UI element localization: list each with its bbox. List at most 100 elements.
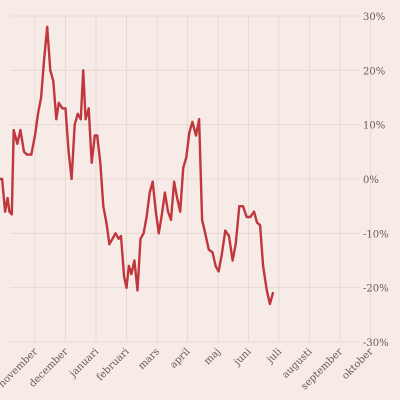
data-point — [201, 218, 204, 221]
data-point — [198, 118, 201, 121]
data-point — [245, 215, 248, 219]
data-point — [84, 118, 87, 121]
data-point — [111, 237, 114, 240]
data-point — [82, 69, 85, 72]
data-point — [26, 153, 29, 156]
data-point — [204, 232, 207, 235]
data-point — [90, 161, 93, 164]
data-point — [108, 243, 111, 246]
data-point — [99, 161, 102, 164]
data-point — [136, 289, 139, 292]
data-point — [145, 215, 148, 219]
data-point — [227, 235, 231, 238]
data-point — [123, 275, 126, 278]
data-point — [252, 210, 256, 213]
data-point — [207, 248, 210, 251]
data-point — [6, 196, 9, 200]
data-point — [67, 150, 70, 153]
data-point — [57, 101, 60, 104]
data-point — [119, 235, 123, 238]
data-point — [191, 120, 194, 123]
data-point — [0, 177, 4, 181]
data-point — [130, 273, 133, 276]
data-point — [33, 134, 37, 137]
data-point — [93, 134, 96, 137]
data-point — [64, 107, 67, 110]
data-point — [30, 153, 33, 156]
data-point — [268, 302, 271, 306]
data-point — [22, 150, 26, 153]
data-point — [114, 232, 117, 235]
y-tick-label: -20% — [363, 284, 389, 295]
data-point — [36, 112, 40, 115]
data-point — [214, 264, 217, 267]
y-tick-label: 10% — [363, 121, 385, 132]
data-point — [265, 289, 268, 292]
data-point — [166, 210, 170, 213]
data-point — [249, 215, 252, 219]
data-point — [163, 191, 166, 194]
data-point — [79, 118, 82, 121]
data-point — [127, 264, 130, 267]
data-point — [194, 134, 198, 137]
y-axis-tick-labels: 30% 20% 10% 0% -10% -20% -30% — [363, 12, 389, 349]
series-layer — [0, 25, 275, 306]
data-point — [55, 118, 58, 121]
data-point — [76, 112, 79, 115]
data-point — [105, 221, 108, 224]
data-point — [188, 131, 191, 134]
data-point — [211, 251, 214, 254]
data-point — [271, 292, 274, 295]
data-point — [151, 180, 154, 183]
data-point — [46, 25, 49, 28]
data-point — [154, 210, 157, 213]
data-point — [182, 167, 185, 170]
data-point — [70, 177, 73, 181]
data-point — [96, 134, 99, 137]
data-point — [52, 80, 55, 83]
data-point — [231, 259, 234, 262]
data-point — [259, 224, 262, 227]
data-point — [217, 270, 220, 273]
data-point — [160, 213, 163, 216]
data-point — [179, 210, 182, 213]
data-point — [262, 264, 265, 267]
data-point — [43, 58, 46, 61]
data-point — [238, 205, 241, 208]
data-point — [169, 218, 173, 221]
data-point — [102, 205, 105, 208]
data-point — [173, 180, 176, 183]
data-point — [133, 259, 136, 262]
data-point — [139, 237, 142, 240]
data-point — [125, 286, 128, 289]
y-tick-label: 30% — [363, 12, 385, 23]
data-point — [12, 129, 15, 132]
y-tick-label: -10% — [363, 229, 389, 240]
data-point — [241, 205, 245, 208]
y-tick-label: 20% — [363, 66, 385, 77]
data-point — [224, 229, 227, 232]
data-point — [40, 96, 43, 99]
data-point — [8, 210, 11, 213]
data-point — [234, 243, 237, 246]
data-point — [255, 221, 259, 224]
data-point — [148, 191, 151, 194]
series-line — [0, 25, 275, 306]
data-point — [10, 213, 13, 216]
data-point — [117, 237, 120, 240]
data-point — [4, 210, 7, 213]
data-point — [61, 107, 64, 110]
y-tick-label: 0% — [363, 175, 379, 186]
data-point — [185, 156, 188, 159]
data-point — [176, 196, 179, 200]
data-point — [157, 232, 160, 235]
data-point — [142, 232, 145, 235]
data-point — [16, 142, 19, 145]
data-point — [49, 69, 52, 72]
data-point — [73, 123, 76, 126]
data-point — [220, 254, 223, 257]
data-point — [87, 107, 90, 110]
data-point — [19, 129, 22, 132]
